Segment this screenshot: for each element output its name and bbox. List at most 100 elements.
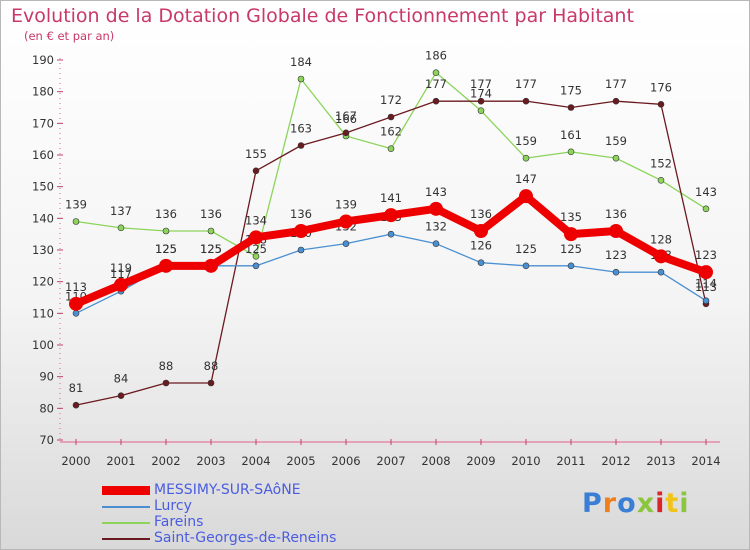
legend-label: MESSIMY-SUR-SAôNE	[154, 482, 301, 498]
data-label-messimy-sur-sa-ne: 143	[425, 185, 447, 199]
logo-letter: r	[602, 488, 618, 519]
data-point-saint-georges-de-reneins	[567, 104, 575, 111]
x-tick-label: 2007	[376, 454, 405, 468]
data-label-lurcy: 114	[695, 277, 717, 291]
data-label-fareins: 174	[470, 87, 492, 101]
data-label-messimy-sur-sa-ne: 113	[65, 280, 87, 294]
data-point-messimy-sur-sa-ne	[609, 224, 623, 238]
data-point-lurcy	[657, 268, 665, 276]
data-point-fareins	[207, 227, 215, 235]
x-tick-label: 2008	[421, 454, 450, 468]
data-point-saint-georges-de-reneins	[207, 379, 215, 387]
x-tick-label: 2006	[331, 454, 360, 468]
y-tick-label: 100	[32, 338, 54, 352]
y-tick-label: 140	[32, 211, 54, 225]
x-tick-label: 2001	[106, 454, 135, 468]
data-point-messimy-sur-sa-ne	[249, 230, 263, 245]
data-point-messimy-sur-sa-ne	[654, 249, 668, 264]
data-label-saint-georges-de-reneins: 81	[69, 381, 84, 395]
legend-swatch	[102, 506, 150, 508]
data-label-lurcy: 123	[605, 248, 627, 262]
x-tick-label: 2002	[151, 454, 180, 468]
x-tick-label: 2004	[241, 454, 270, 468]
data-point-lurcy	[612, 268, 620, 276]
legend-swatch	[102, 538, 150, 540]
legend-label: Lurcy	[154, 498, 192, 514]
data-label-fareins: 159	[605, 134, 627, 148]
data-point-messimy-sur-sa-ne	[699, 265, 713, 280]
data-label-fareins: 136	[155, 207, 177, 221]
data-point-saint-georges-de-reneins	[297, 142, 305, 149]
data-point-messimy-sur-sa-ne	[339, 214, 353, 229]
data-point-lurcy	[567, 262, 575, 270]
data-point-lurcy	[522, 262, 530, 270]
data-label-saint-georges-de-reneins: 175	[560, 84, 582, 98]
y-tick-label: 70	[39, 433, 54, 447]
data-label-messimy-sur-sa-ne: 128	[650, 232, 672, 246]
legend-item-fareins[interactable]: Fareins	[102, 514, 402, 530]
data-label-lurcy: 126	[470, 239, 492, 253]
data-point-messimy-sur-sa-ne	[69, 296, 83, 311]
data-label-saint-georges-de-reneins: 84	[114, 372, 129, 386]
legend-item-saint-georges[interactable]: Saint-Georges-de-Reneins	[102, 530, 402, 546]
data-label-saint-georges-de-reneins: 88	[204, 359, 219, 373]
data-point-lurcy	[432, 240, 440, 247]
y-tick-label: 130	[32, 243, 54, 257]
y-tick-label: 180	[32, 85, 54, 99]
data-point-fareins	[72, 218, 80, 225]
data-label-messimy-sur-sa-ne: 136	[470, 207, 492, 221]
data-point-fareins	[387, 145, 395, 152]
data-point-lurcy	[297, 246, 305, 254]
y-tick-label: 80	[39, 401, 54, 415]
x-tick-label: 2014	[691, 454, 720, 468]
x-tick-label: 2012	[601, 454, 630, 468]
data-label-fareins: 136	[200, 207, 222, 221]
y-tick-label: 150	[32, 180, 54, 194]
data-label-fareins: 143	[695, 185, 717, 199]
data-label-fareins: 137	[110, 204, 132, 218]
data-point-saint-georges-de-reneins	[117, 392, 125, 399]
data-point-lurcy	[252, 262, 260, 270]
legend-swatch	[102, 522, 150, 524]
logo-letter: t	[665, 488, 680, 519]
data-point-saint-georges-de-reneins	[162, 379, 170, 387]
data-label-lurcy: 125	[560, 242, 582, 256]
data-label-fareins: 152	[650, 156, 672, 170]
data-point-saint-georges-de-reneins	[252, 167, 260, 175]
y-tick-label: 110	[32, 306, 54, 320]
data-point-messimy-sur-sa-ne	[294, 224, 308, 238]
logo-letter: P	[582, 488, 603, 519]
data-label-messimy-sur-sa-ne: 139	[335, 198, 357, 212]
data-label-saint-georges-de-reneins: 172	[380, 93, 402, 107]
data-point-lurcy	[477, 259, 485, 266]
data-point-messimy-sur-sa-ne	[474, 224, 488, 238]
logo-letter: o	[617, 488, 637, 519]
data-label-fareins: 159	[515, 134, 537, 148]
data-point-saint-georges-de-reneins	[72, 401, 80, 409]
data-label-saint-georges-de-reneins: 163	[290, 122, 312, 136]
data-point-fareins	[477, 107, 485, 114]
chart-title: Evolution de la Dotation Globale de Fonc…	[11, 5, 634, 27]
logo-letter: i	[679, 488, 690, 519]
data-label-messimy-sur-sa-ne: 123	[695, 248, 717, 262]
legend-item-messimy[interactable]: MESSIMY-SUR-SAôNE	[102, 482, 402, 498]
data-label-messimy-sur-sa-ne: 125	[155, 242, 177, 256]
legend-label: Fareins	[154, 514, 204, 530]
logo-letter: x	[636, 488, 656, 519]
x-tick-label: 2005	[286, 454, 315, 468]
data-label-saint-georges-de-reneins: 176	[650, 80, 672, 94]
data-point-fareins	[567, 148, 575, 156]
proxiti-logo: Proxiti	[582, 488, 690, 519]
legend-label: Saint-Georges-de-Reneins	[154, 530, 337, 546]
data-label-lurcy: 132	[425, 220, 447, 234]
data-label-messimy-sur-sa-ne: 119	[110, 261, 132, 275]
x-tick-label: 2011	[556, 454, 585, 468]
data-label-saint-georges-de-reneins: 177	[515, 77, 537, 91]
data-label-fareins: 162	[380, 125, 402, 139]
data-label-messimy-sur-sa-ne: 141	[380, 191, 402, 205]
data-point-lurcy	[387, 230, 395, 238]
data-point-saint-georges-de-reneins	[477, 97, 485, 105]
data-point-messimy-sur-sa-ne	[159, 258, 173, 273]
legend-item-lurcy[interactable]: Lurcy	[102, 498, 402, 514]
data-label-fareins: 166	[335, 112, 357, 126]
